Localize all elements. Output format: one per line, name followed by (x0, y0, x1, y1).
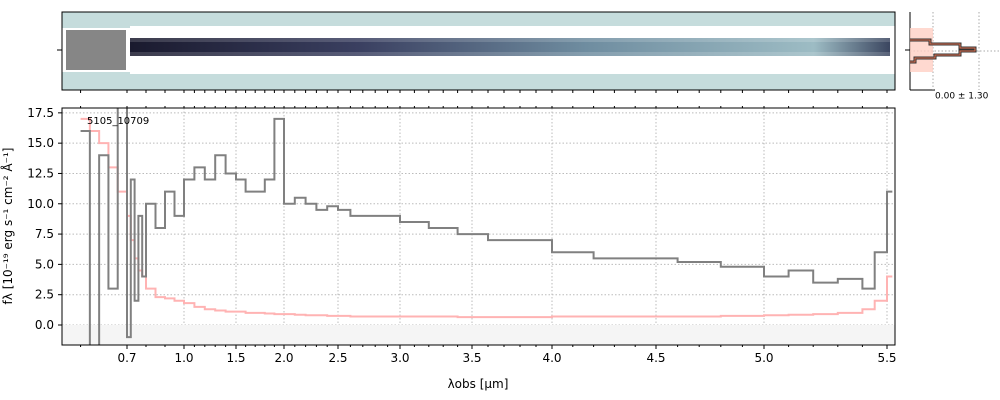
x-tick-label: 5.0 (754, 351, 773, 365)
grid (62, 108, 895, 345)
main-panel: 0.7 1.0 1.5 2.0 2.5 3.0 3.5 4.0 4.5 5.0 5.5 0.0 2.5… (0, 90, 897, 391)
x-tick-label: 1.5 (226, 351, 245, 365)
y-tick-label: 17.5 (27, 106, 54, 120)
x-tick-label: 4.0 (542, 351, 561, 365)
below-zero-band (62, 324, 895, 345)
y-tick-label: 5.0 (35, 257, 54, 271)
x-tick-label: 5.5 (877, 351, 896, 365)
object-id-annotation: 5105_10709 (87, 116, 149, 127)
y-tick-label: 7.5 (35, 227, 54, 241)
2d-spectrum-panel (57, 11, 896, 91)
x-tick-label: 3.0 (390, 351, 409, 365)
x-axis: 0.7 1.0 1.5 2.0 2.5 3.0 3.5 4.0 4.5 5.0 5.5 (80, 90, 897, 365)
profile-label: 0.00 ± 1.30 (935, 92, 989, 102)
x-axis-label: λobs [µm] (448, 377, 509, 391)
x-tick-label: 2.0 (274, 351, 293, 365)
x-tick-label: 2.5 (328, 351, 347, 365)
x-tick-label: 1.0 (174, 351, 193, 365)
x-tick-label: 0.7 (117, 351, 136, 365)
x-tick-label: 4.5 (646, 351, 665, 365)
y-tick-label: 15.0 (27, 136, 54, 150)
y-axis: 0.0 2.5 5.0 7.5 10.0 12.5 15.0 17.5 (27, 106, 62, 332)
y-tick-label: 10.0 (27, 197, 54, 211)
profile-panel: 0.00 ± 1.30 (905, 12, 1000, 102)
flux-series-line (80, 108, 893, 345)
y-tick-label: 2.5 (35, 288, 54, 302)
x-tick-label: 3.5 (462, 351, 481, 365)
y-tick-label: 0.0 (35, 318, 54, 332)
y-axis-label: fλ [10⁻¹⁹ erg s⁻¹ cm⁻² Å⁻¹] (0, 148, 15, 305)
y-tick-label: 12.5 (27, 166, 54, 180)
